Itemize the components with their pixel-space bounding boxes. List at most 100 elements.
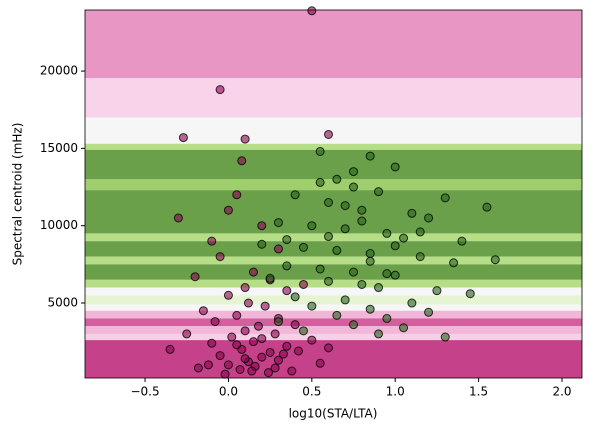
point (282, 286, 292, 296)
x-tick-label: −0.5 (130, 385, 159, 399)
point (240, 326, 250, 336)
x-tick-label: 1.5 (469, 385, 488, 399)
point (357, 216, 367, 226)
point (232, 340, 242, 350)
point (232, 310, 242, 320)
point (349, 267, 359, 277)
point (235, 364, 245, 374)
point (374, 329, 384, 339)
point (323, 232, 333, 242)
decision-region (85, 333, 582, 341)
point (215, 85, 225, 95)
point (415, 227, 425, 237)
point (340, 295, 350, 305)
point (257, 352, 267, 362)
point (207, 236, 217, 246)
point (424, 213, 434, 223)
point (278, 349, 288, 359)
point (315, 264, 325, 274)
decision-region (85, 287, 582, 296)
point (223, 205, 233, 215)
decision-region (85, 279, 582, 288)
y-tick-label: 5000 (47, 296, 78, 310)
point (215, 351, 225, 361)
point (323, 198, 333, 208)
point (247, 366, 257, 376)
point (248, 267, 258, 277)
point (357, 279, 367, 289)
point (207, 338, 217, 348)
point (365, 151, 375, 161)
point (182, 329, 192, 339)
point (273, 244, 283, 254)
point (220, 369, 230, 379)
point (374, 283, 384, 293)
point (332, 174, 342, 184)
point (290, 292, 300, 302)
point (227, 332, 237, 342)
point (198, 306, 208, 316)
point (365, 304, 375, 314)
decision-region (85, 264, 582, 280)
point (270, 363, 280, 373)
point (365, 256, 375, 266)
point (282, 235, 292, 245)
decision-region (85, 256, 582, 265)
point (432, 286, 442, 296)
point (440, 193, 450, 203)
point (390, 270, 400, 280)
decision-region (85, 295, 582, 305)
point (382, 313, 392, 323)
point (282, 341, 292, 351)
decision-region (85, 326, 582, 334)
point (173, 213, 183, 223)
point (273, 218, 283, 228)
decision-region (85, 10, 582, 79)
decision-region (85, 117, 582, 144)
point (240, 283, 250, 293)
point (232, 190, 242, 200)
point (257, 221, 267, 231)
point (240, 134, 250, 144)
point (332, 310, 342, 320)
y-axis-label: Spectral centroid (mHz) (11, 123, 25, 266)
point (349, 320, 359, 330)
decision-region (85, 233, 582, 242)
point (390, 162, 400, 172)
point (390, 241, 400, 251)
decision-region (85, 304, 582, 311)
point (270, 329, 280, 339)
y-tick-label: 15000 (40, 141, 78, 155)
point (399, 323, 409, 333)
x-axis-label: log10(STA/LTA) (289, 407, 378, 421)
decision-region (85, 190, 582, 234)
point (349, 182, 359, 192)
point (282, 261, 292, 271)
point (223, 360, 233, 370)
point (307, 221, 317, 231)
point (357, 205, 367, 215)
point (340, 201, 350, 211)
point (307, 301, 317, 311)
point (203, 360, 213, 370)
point (265, 347, 275, 357)
point (248, 337, 258, 347)
point (424, 307, 434, 317)
point (449, 258, 459, 268)
point (399, 233, 409, 243)
point (263, 368, 273, 378)
point (223, 290, 233, 300)
point (210, 317, 220, 327)
point (374, 187, 384, 197)
point (273, 317, 283, 327)
x-tick-label: 2.0 (552, 385, 571, 399)
point (315, 177, 325, 187)
x-tick-label: 1.0 (386, 385, 405, 399)
decision-region (85, 143, 582, 150)
point (382, 269, 392, 279)
point (290, 190, 300, 200)
decision-region (85, 340, 582, 378)
point (287, 366, 297, 376)
point (257, 334, 267, 344)
point (457, 236, 467, 246)
